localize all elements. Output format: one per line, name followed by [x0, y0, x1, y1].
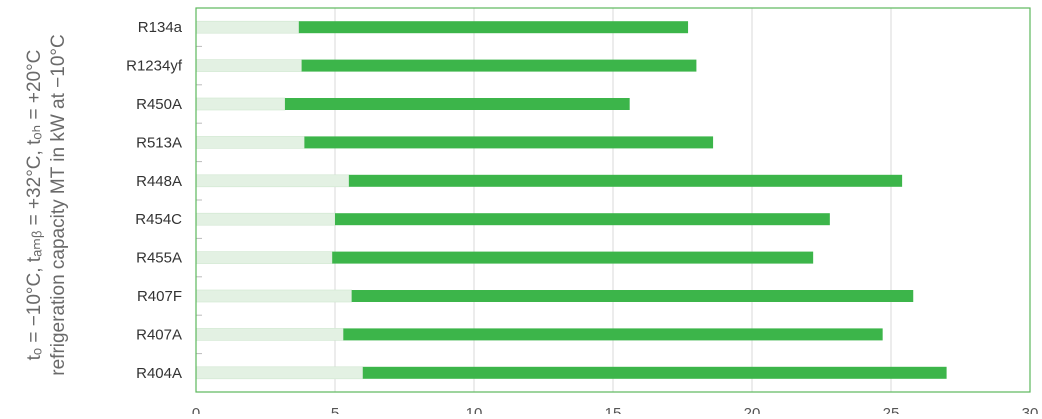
offset-bar — [195, 289, 352, 303]
offset-bar — [195, 136, 305, 149]
offset-bar — [195, 174, 350, 188]
category-label: R455A — [136, 250, 182, 267]
category-label: R448A — [136, 173, 182, 190]
x-tick-label: 15 — [605, 405, 622, 414]
bar — [343, 328, 883, 341]
y-axis-label: tₒ = −10°C, tₐₘᵦ = +32°C, tₒₕ = +20°C re… — [24, 34, 69, 375]
bar — [332, 251, 814, 264]
y-axis-label-line-1: tₒ = −10°C, tₐₘᵦ = +32°C, tₒₕ = +20°C — [24, 50, 45, 361]
bar — [301, 59, 697, 72]
category-label: R450A — [136, 96, 182, 113]
bar — [348, 174, 903, 187]
plot-frame — [195, 7, 1031, 393]
x-tick-label: 25 — [883, 405, 900, 414]
category-label: R1234yf — [126, 58, 183, 75]
bar — [335, 213, 830, 226]
offset-bar — [195, 59, 302, 72]
category-label: R407F — [137, 288, 182, 305]
offset-bar — [195, 97, 286, 111]
category-label: R454C — [135, 211, 182, 228]
offset-bar — [195, 328, 344, 341]
plot-area: R134a R1234yf R450A R513A R448A R454C R455A R40… — [126, 7, 1039, 419]
offset-bar — [195, 366, 364, 380]
bar — [351, 290, 914, 302]
bar — [304, 136, 714, 149]
offset-bar — [195, 212, 336, 226]
bar — [298, 21, 689, 34]
offset-bar — [195, 251, 333, 264]
category-label: R404A — [136, 365, 182, 382]
x-tick-label: 20 — [744, 405, 761, 414]
bar — [284, 98, 630, 110]
category-label: R134a — [138, 19, 183, 36]
category-label: R407A — [136, 326, 182, 343]
offset-bar — [195, 20, 300, 34]
category-label: R513A — [136, 134, 182, 151]
y-axis-label-line-2: refrigeration capacity MT in kW at −10°C — [48, 34, 69, 375]
x-tick-label: 10 — [466, 405, 483, 414]
bar — [362, 366, 947, 379]
x-tick-label: 0 — [192, 405, 200, 414]
x-tick-label: 5 — [331, 405, 339, 414]
x-tick-label: 30 — [1022, 405, 1039, 414]
